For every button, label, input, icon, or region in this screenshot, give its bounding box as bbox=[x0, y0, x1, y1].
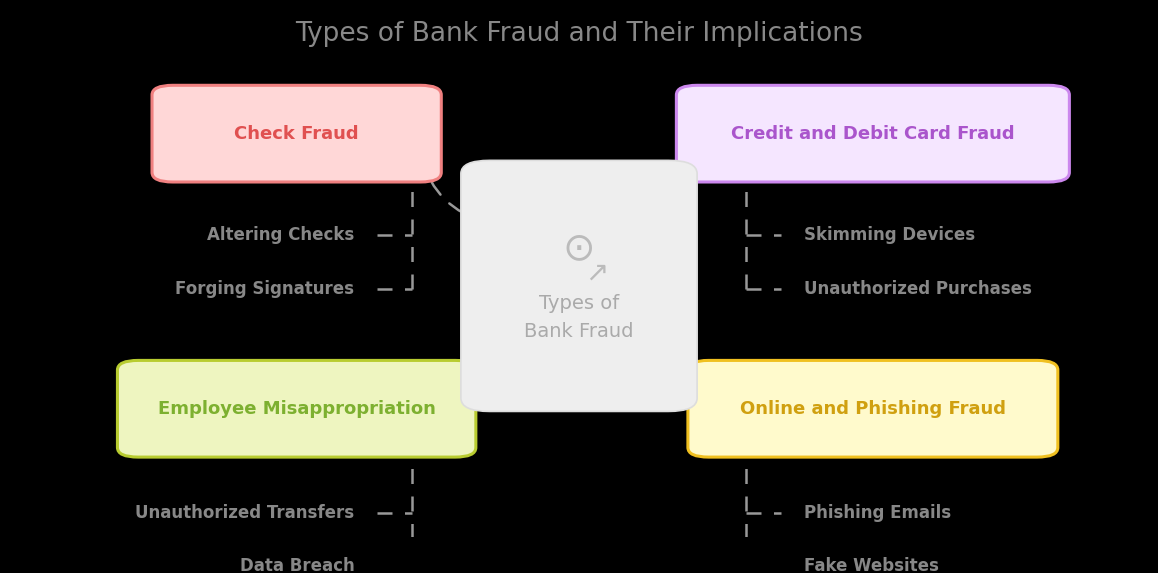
FancyBboxPatch shape bbox=[688, 360, 1058, 457]
FancyBboxPatch shape bbox=[152, 85, 441, 182]
FancyBboxPatch shape bbox=[676, 85, 1069, 182]
Text: Employee Misappropriation: Employee Misappropriation bbox=[157, 400, 435, 418]
FancyBboxPatch shape bbox=[461, 160, 697, 411]
Text: Check Fraud: Check Fraud bbox=[234, 125, 359, 143]
Text: Phishing Emails: Phishing Emails bbox=[804, 504, 951, 522]
Text: Fake Websites: Fake Websites bbox=[804, 558, 939, 573]
Text: Unauthorized Transfers: Unauthorized Transfers bbox=[135, 504, 354, 522]
FancyBboxPatch shape bbox=[117, 360, 476, 457]
Text: Unauthorized Purchases: Unauthorized Purchases bbox=[804, 280, 1032, 297]
Text: Data Breach: Data Breach bbox=[240, 558, 354, 573]
Text: Online and Phishing Fraud: Online and Phishing Fraud bbox=[740, 400, 1006, 418]
Text: ⊙: ⊙ bbox=[563, 230, 595, 268]
Text: Forging Signatures: Forging Signatures bbox=[175, 280, 354, 297]
Text: Skimming Devices: Skimming Devices bbox=[804, 226, 975, 244]
Text: Types of Bank Fraud and Their Implications: Types of Bank Fraud and Their Implicatio… bbox=[295, 21, 863, 48]
Text: Altering Checks: Altering Checks bbox=[207, 226, 354, 244]
Text: ↗: ↗ bbox=[585, 258, 608, 286]
Text: Credit and Debit Card Fraud: Credit and Debit Card Fraud bbox=[731, 125, 1014, 143]
Text: Types of
Bank Fraud: Types of Bank Fraud bbox=[525, 295, 633, 342]
